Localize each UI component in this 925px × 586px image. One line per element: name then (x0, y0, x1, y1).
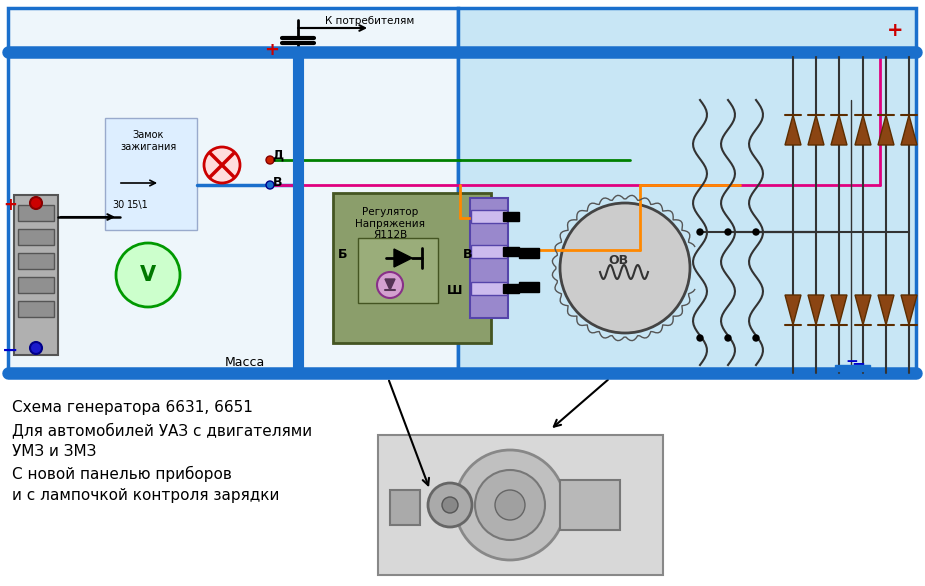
Circle shape (442, 497, 458, 513)
Polygon shape (878, 115, 894, 145)
Bar (358, 238, 438, 303)
Bar (390, 490, 420, 525)
Polygon shape (831, 115, 847, 145)
Circle shape (428, 483, 472, 527)
Bar (560, 480, 620, 530)
Circle shape (725, 335, 731, 341)
Circle shape (560, 203, 690, 333)
Bar (18, 301, 54, 317)
Circle shape (495, 490, 525, 520)
Text: и с лампочкой контроля зарядки: и с лампочкой контроля зарядки (12, 488, 279, 503)
Text: Для автомобилей УАЗ с двигателями: Для автомобилей УАЗ с двигателями (12, 422, 312, 438)
Polygon shape (785, 115, 801, 145)
Text: 15\1: 15\1 (127, 200, 149, 210)
Polygon shape (901, 295, 917, 325)
Text: К потребителям: К потребителям (325, 16, 414, 26)
Bar (458, 8, 916, 373)
Polygon shape (901, 115, 917, 145)
Text: −: − (2, 340, 19, 359)
Bar (519, 248, 539, 258)
Bar (470, 198, 508, 318)
Text: −: − (851, 354, 865, 372)
Text: УМЗ и ЗМЗ: УМЗ и ЗМЗ (12, 444, 96, 459)
Text: +: + (265, 41, 279, 59)
Bar (378, 435, 663, 575)
Text: С новой панелью приборов: С новой панелью приборов (12, 466, 232, 482)
Bar (503, 284, 519, 293)
Polygon shape (855, 115, 871, 145)
Circle shape (725, 229, 731, 235)
Circle shape (697, 229, 703, 235)
Bar (14, 195, 58, 355)
Text: −: − (845, 355, 858, 370)
Polygon shape (808, 295, 824, 325)
Text: В: В (273, 176, 283, 189)
Bar (503, 247, 519, 256)
Polygon shape (831, 295, 847, 325)
Bar (18, 277, 54, 293)
Circle shape (455, 450, 565, 560)
Bar (471, 282, 507, 295)
Polygon shape (878, 295, 894, 325)
Polygon shape (785, 295, 801, 325)
Bar (8, 8, 458, 373)
Circle shape (697, 335, 703, 341)
Bar (18, 205, 54, 221)
Text: 30: 30 (112, 200, 124, 210)
Text: Б: Б (339, 248, 348, 261)
Circle shape (475, 470, 545, 540)
Text: Замок
зажигания: Замок зажигания (120, 130, 176, 152)
Bar (835, 365, 870, 371)
Text: V: V (140, 265, 156, 285)
Polygon shape (855, 295, 871, 325)
Text: Регулятор
Напряжения
Я112В: Регулятор Напряжения Я112В (355, 207, 425, 240)
Circle shape (116, 243, 180, 307)
Circle shape (266, 156, 274, 164)
Circle shape (30, 342, 42, 354)
Polygon shape (394, 249, 412, 267)
Bar (471, 245, 507, 258)
Text: ОВ: ОВ (608, 254, 628, 267)
Bar (18, 253, 54, 269)
Circle shape (753, 335, 759, 341)
Polygon shape (808, 115, 824, 145)
Polygon shape (385, 279, 395, 290)
Circle shape (266, 181, 274, 189)
Bar (333, 193, 491, 343)
Bar (18, 229, 54, 245)
Bar (105, 118, 197, 230)
Bar (503, 212, 519, 221)
Text: В: В (463, 248, 473, 261)
Text: Схема генератора 6631, 6651: Схема генератора 6631, 6651 (12, 400, 253, 415)
Text: Ш: Ш (448, 284, 462, 297)
Circle shape (204, 147, 240, 183)
Bar (519, 282, 539, 292)
Text: Д: Д (273, 148, 284, 162)
Text: +: + (3, 196, 17, 214)
Bar (471, 210, 507, 223)
Text: Масса: Масса (225, 356, 265, 369)
Circle shape (377, 272, 403, 298)
Circle shape (753, 229, 759, 235)
Text: +: + (887, 21, 903, 39)
Circle shape (30, 197, 42, 209)
